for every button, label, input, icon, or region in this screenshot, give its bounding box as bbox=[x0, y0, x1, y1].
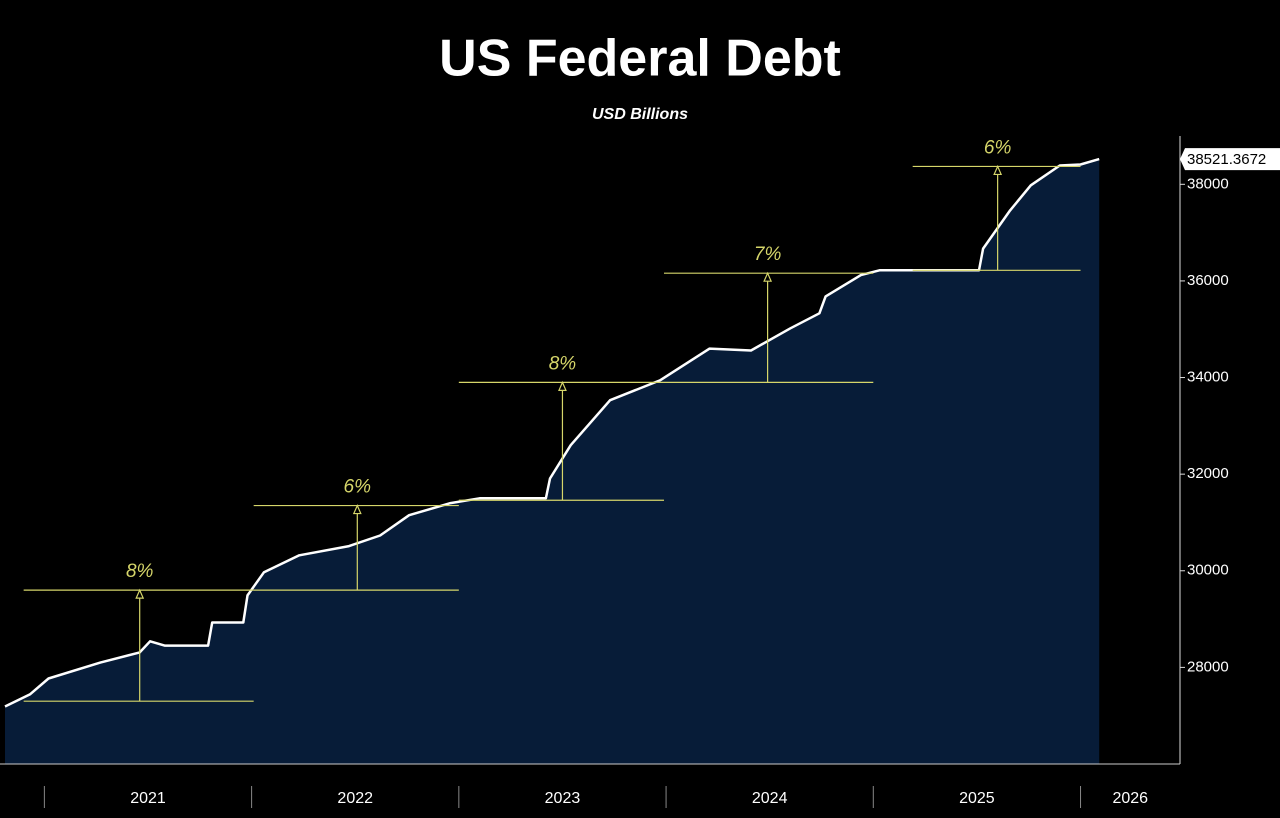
last-value-label: 38521.3672 bbox=[1187, 151, 1266, 168]
chart-title: US Federal Debt bbox=[439, 30, 841, 88]
area bbox=[5, 159, 1100, 765]
y-tick-label: 38000 bbox=[1187, 175, 1229, 192]
y-tick-label: 32000 bbox=[1187, 465, 1229, 482]
x-tick-label: 2022 bbox=[337, 790, 373, 807]
y-tick-label: 30000 bbox=[1187, 562, 1229, 579]
annotation-arrowhead bbox=[135, 588, 145, 599]
last-value-box bbox=[1180, 148, 1280, 171]
chart-subtitle: USD Billions bbox=[592, 106, 688, 123]
x-tick-label: 2021 bbox=[130, 790, 166, 807]
x-tick-label: 2026 bbox=[1112, 790, 1148, 807]
annotation-label: 7% bbox=[754, 244, 782, 265]
annotation-arrowhead bbox=[352, 504, 362, 515]
annotation-label: 6% bbox=[984, 137, 1012, 158]
x-tick-label: 2025 bbox=[959, 790, 995, 807]
x-tick-label: 2023 bbox=[545, 790, 581, 807]
x-tick-label: 2024 bbox=[752, 790, 788, 807]
annotation-arrowhead bbox=[558, 380, 567, 391]
annotation-label: 8% bbox=[126, 561, 154, 582]
y-tick-label: 36000 bbox=[1187, 272, 1229, 289]
annotation-label: 8% bbox=[549, 353, 577, 374]
annotation-label: 6% bbox=[344, 477, 372, 498]
annotation-arrowhead bbox=[993, 164, 1003, 176]
y-tick-label: 34000 bbox=[1187, 369, 1229, 386]
y-tick-label: 28000 bbox=[1187, 658, 1229, 675]
annotation-arrowhead bbox=[763, 271, 773, 282]
